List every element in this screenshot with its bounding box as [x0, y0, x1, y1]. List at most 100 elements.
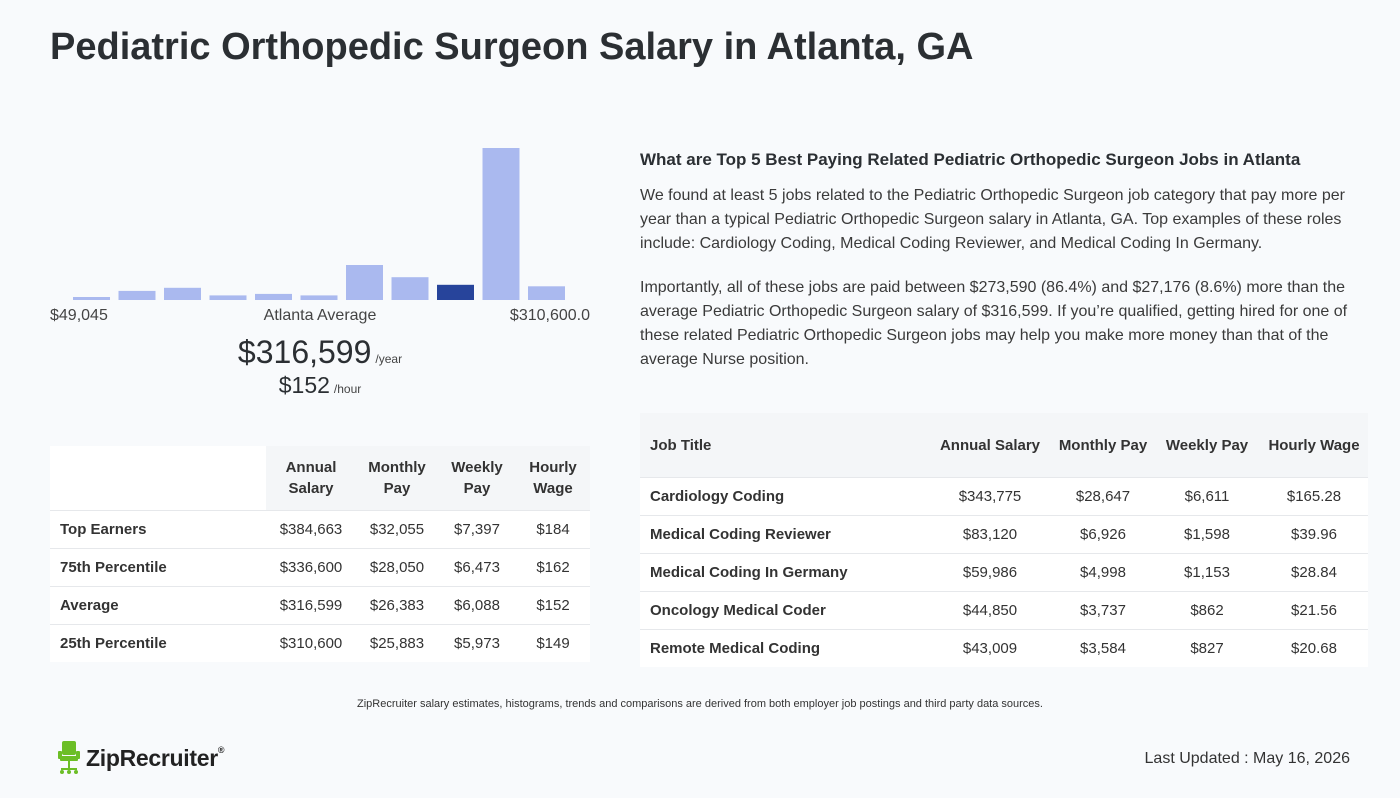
hourly-wage-cell: $165.28 [1260, 477, 1368, 516]
monthly-pay-cell: $28,647 [1052, 477, 1154, 516]
table-row: Top Earners $384,663 $32,055 $7,397 $184 [50, 510, 590, 549]
job-title-cell: Oncology Medical Coder [640, 591, 928, 630]
row-label: 75th Percentile [50, 548, 266, 587]
hourly-wage-cell: $152 [516, 586, 590, 625]
annual-salary-cell: $44,850 [928, 591, 1052, 630]
annual-salary-cell: $336,600 [266, 548, 356, 587]
table-row: Medical Coding Reviewer $83,120 $6,926 $… [640, 515, 1368, 554]
annual-salary-cell: $316,599 [266, 586, 356, 625]
row-label: Average [50, 586, 266, 625]
weekly-pay-cell: $5,973 [438, 624, 516, 662]
table-row: Average $316,599 $26,383 $6,088 $152 [50, 586, 590, 625]
annual-salary-cell: $310,600 [266, 624, 356, 662]
hourly-wage-cell: $20.68 [1260, 629, 1368, 667]
logo-text: ZipRecruiter [86, 744, 218, 771]
header-blank [50, 446, 266, 511]
weekly-pay-cell: $827 [1154, 629, 1260, 667]
table-row: 25th Percentile $310,600 $25,883 $5,973 … [50, 624, 590, 662]
hourly-wage-cell: $39.96 [1260, 515, 1368, 554]
histogram-svg [73, 148, 565, 300]
percentile-table-header: Annual Salary Monthly Pay Weekly Pay Hou… [50, 446, 590, 511]
header-annual-salary: Annual Salary [939, 436, 1041, 454]
weekly-pay-cell: $6,473 [438, 548, 516, 587]
ziprecruiter-logo[interactable]: ZipRecruiter® [58, 740, 225, 776]
job-title-cell: Remote Medical Coding [640, 629, 928, 667]
weekly-pay-cell: $1,598 [1154, 515, 1260, 554]
hourly-wage-summary: $152/hour [50, 372, 590, 399]
histogram-bar [528, 286, 565, 300]
histogram-bar [346, 265, 383, 300]
last-updated-date: May 16, 2026 [1253, 750, 1350, 767]
histogram-bar [391, 277, 429, 300]
related-jobs-table: Job Title Annual Salary Monthly Pay Week… [640, 413, 1368, 667]
table-row: Cardiology Coding $343,775 $28,647 $6,61… [640, 477, 1368, 516]
salary-histogram [50, 140, 590, 302]
related-jobs-paragraph-1: We found at least 5 jobs related to the … [640, 187, 1346, 252]
weekly-pay-cell: $862 [1154, 591, 1260, 630]
header-monthly-pay: Monthly Pay [368, 459, 426, 497]
header-job-title: Job Title [650, 436, 712, 454]
annual-salary-cell: $83,120 [928, 515, 1052, 554]
annual-salary-cell: $384,663 [266, 510, 356, 549]
histogram-bar [482, 148, 520, 300]
row-label: Top Earners [50, 510, 266, 549]
monthly-pay-cell: $6,926 [1052, 515, 1154, 554]
monthly-pay-cell: $3,737 [1052, 591, 1154, 630]
table-row: Medical Coding In Germany $59,986 $4,998… [640, 553, 1368, 592]
last-updated: Last Updated : May 16, 2026 [1145, 750, 1350, 768]
chair-icon [58, 741, 80, 774]
hourly-wage-cell: $21.56 [1260, 591, 1368, 630]
table-row: Oncology Medical Coder $44,850 $3,737 $8… [640, 591, 1368, 630]
monthly-pay-cell: $25,883 [356, 624, 438, 662]
header-hourly-wage: Hourly Wage [529, 459, 577, 497]
monthly-pay-cell: $3,584 [1052, 629, 1154, 667]
job-title-cell: Cardiology Coding [640, 477, 928, 516]
weekly-pay-cell: $6,088 [438, 586, 516, 625]
annual-salary-value: $316,599 [237, 334, 372, 370]
monthly-pay-cell: $26,383 [356, 586, 438, 625]
header-weekly-pay: Weekly Pay [1165, 436, 1249, 454]
table-row: 75th Percentile $336,600 $28,050 $6,473 … [50, 548, 590, 587]
histogram-bar [73, 297, 110, 300]
table-row: Remote Medical Coding $43,009 $3,584 $82… [640, 629, 1368, 667]
logo-registered-mark: ® [217, 744, 225, 755]
weekly-pay-cell: $1,153 [1154, 553, 1260, 592]
hourly-wage-cell: $184 [516, 510, 590, 549]
histogram-bar [118, 290, 156, 300]
annual-salary-cell: $59,986 [928, 553, 1052, 592]
row-label: 25th Percentile [50, 624, 266, 662]
range-middle-label: Atlanta Average [263, 307, 377, 324]
histogram-bar [164, 287, 201, 300]
monthly-pay-cell: $4,998 [1052, 553, 1154, 592]
annual-salary-summary: $316,599/year [50, 334, 590, 371]
range-low-label: $49,045 [50, 307, 108, 324]
monthly-pay-cell: $32,055 [356, 510, 438, 549]
logo-wordmark: ZipRecruiter® [86, 744, 225, 772]
monthly-pay-cell: $28,050 [356, 548, 438, 587]
header-hourly-wage: Hourly Wage [1268, 436, 1360, 454]
weekly-pay-cell: $7,397 [438, 510, 516, 549]
range-high-label: $310,600.0 [509, 307, 590, 324]
percentile-table: Annual Salary Monthly Pay Weekly Pay Hou… [50, 446, 590, 662]
jobs-table-header: Job Title Annual Salary Monthly Pay Week… [640, 413, 1368, 478]
histogram-range-labels: $49,045 Atlanta Average $310,600.0 [50, 307, 590, 327]
annual-salary-cell: $343,775 [928, 477, 1052, 516]
job-title-cell: Medical Coding Reviewer [640, 515, 928, 554]
hourly-wage-cell: $162 [516, 548, 590, 587]
last-updated-label: Last Updated : [1144, 750, 1254, 767]
page-title: Pediatric Orthopedic Surgeon Salary in A… [50, 26, 974, 68]
annual-salary-unit: /year [375, 352, 403, 366]
header-annual-salary: Annual Salary [285, 459, 337, 497]
hourly-wage-unit: /hour [333, 382, 362, 396]
hourly-wage-cell: $28.84 [1260, 553, 1368, 592]
related-jobs-heading: What are Top 5 Best Paying Related Pedia… [640, 150, 1301, 169]
data-source-footnote: ZipRecruiter salary estimates, histogram… [357, 698, 1043, 710]
histogram-bar-highlighted [437, 284, 474, 300]
job-title-cell: Medical Coding In Germany [640, 553, 928, 592]
header-weekly-pay: Weekly Pay [451, 459, 503, 497]
header-monthly-pay: Monthly Pay [1058, 436, 1148, 454]
histogram-bar [255, 293, 292, 300]
weekly-pay-cell: $6,611 [1154, 477, 1260, 516]
histogram-bar [209, 295, 247, 300]
hourly-wage-value: $152 [278, 372, 330, 398]
